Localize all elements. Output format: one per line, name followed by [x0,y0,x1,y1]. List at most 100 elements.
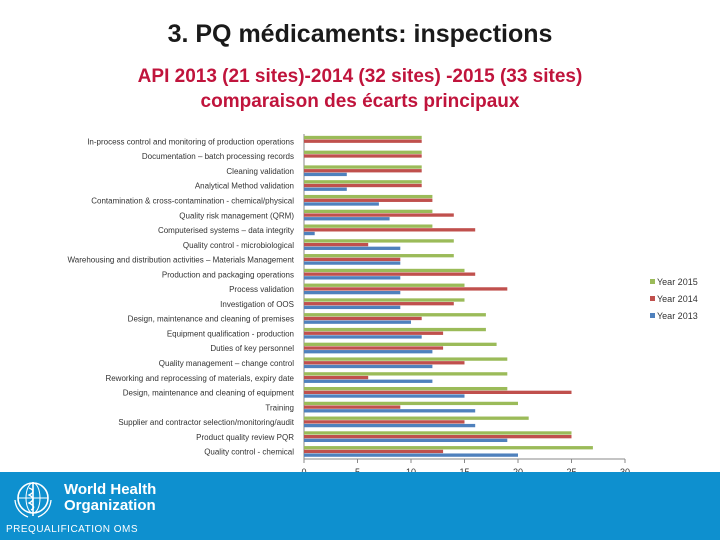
x-tick-label: 0 [301,467,306,474]
category-label: Supplier and contractor selection/monito… [118,418,294,427]
bar-year-2015 [304,224,433,228]
bar-year-2015 [304,209,433,214]
bar-year-2015 [304,446,593,450]
legend-swatch [650,279,655,284]
category-label: Warehousing and distribution activities … [68,256,295,265]
bar-year-2015 [304,150,422,154]
bar-year-2015 [304,431,572,435]
x-tick-label: 25 [566,467,576,474]
bar-year-2014 [304,449,444,454]
category-label: Analytical Method validation [195,182,294,191]
bar-year-2014 [304,257,401,262]
page-title: 3. PQ médicaments: inspections [167,20,553,48]
bar-year-2015 [304,298,465,302]
bar-year-2015 [304,401,518,406]
legend-label: Year 2015 [657,277,698,287]
bar-year-2015 [304,268,465,273]
bar-year-2015 [304,372,508,376]
x-tick-label: 5 [355,467,360,474]
bar-year-2014 [304,242,369,247]
category-label: Production and packaging operations [162,270,294,279]
bar-year-2015 [304,194,433,199]
bar-year-2013 [304,246,401,250]
bar-year-2015 [304,327,486,332]
bar-year-2015 [304,165,422,169]
bar-year-2014 [304,198,433,202]
category-label: Computerised systems – data integrity [158,226,294,235]
who-logo-text: World Health Organization [64,482,156,514]
bar-year-2015 [304,239,454,243]
x-tick-label: 30 [620,467,630,474]
bar-year-2014 [304,361,465,365]
category-label: Cleaning validation [226,167,294,176]
subtitle-line-2: comparaison des écarts principaux [200,91,520,112]
bar-year-2013 [304,453,518,457]
category-label: Process validation [229,285,294,294]
category-label: In-process control and monitoring of pro… [87,137,294,146]
bar-year-2013 [304,438,508,443]
bar-year-2014 [304,390,572,394]
bar-year-2013 [304,231,315,236]
who-emblem-icon [14,482,52,518]
bar-year-2013 [304,172,347,177]
bar-year-2013 [304,276,401,280]
bar-year-2014 [304,434,572,439]
bar-year-2014 [304,228,476,232]
legend-label: Year 2013 [657,311,698,321]
bar-year-2015 [304,254,454,258]
bar-year-2014 [304,331,444,335]
bar-year-2015 [304,357,508,361]
bar-year-2013 [304,364,433,369]
bar-year-2014 [304,375,369,380]
bar-year-2015 [304,313,486,317]
bar-year-2014 [304,183,422,188]
bar-year-2015 [304,342,497,346]
subtitle-line-1: API 2013 (21 sites)-2014 (32 sites) -201… [137,66,583,87]
chart-subtitle: API 2013 (21 sites)-2014 (32 sites) -201… [0,64,720,114]
bar-year-2013 [304,305,401,310]
bar-year-2013 [304,217,390,221]
category-label: Quality control - microbiological [183,241,294,250]
bar-year-2015 [304,283,465,287]
bar-year-2013 [304,335,422,339]
x-tick-label: 15 [459,467,469,474]
bar-year-2014 [304,169,422,173]
x-tick-label: 20 [513,467,523,474]
category-label: Design, maintenance and cleaning of prem… [128,315,294,324]
x-tick-label: 10 [406,467,416,474]
bar-chart: 0 5 10 15 20 25 30 In-process control and monit… [68,134,698,474]
category-label: Documentation – batch processing records [142,152,294,161]
bar-year-2015 [304,416,529,420]
bar-year-2014 [304,213,454,217]
bar-year-2014 [304,420,465,424]
category-label: Equipment qualification - production [167,329,294,338]
bar-year-2013 [304,394,465,398]
bar-year-2014 [304,302,454,306]
bar-year-2014 [304,316,422,321]
footer-banner: World Health Organization PREQUALIFICATI… [0,472,720,540]
bar-year-2014 [304,139,422,143]
category-label: Reworking and reprocessing of materials,… [105,374,294,383]
category-label: Quality risk management (QRM) [179,211,294,220]
category-label: Design, maintenance and cleaning of equi… [123,389,295,398]
org-name-line-1: World Health [64,481,157,498]
legend-label: Year 2014 [657,294,698,304]
category-label: Contamination & cross-contamination - ch… [91,196,294,205]
bar-year-2014 [304,272,476,276]
bar-year-2015 [304,386,508,391]
org-name-line-2: Organization [64,497,156,514]
bar-year-2013 [304,423,476,428]
category-label: Quality management – change control [159,359,294,368]
bar-year-2015 [304,135,422,140]
category-label: Product quality review PQR [196,433,294,442]
program-label: PREQUALIFICATION OMS [6,524,139,535]
legend-swatch [650,313,655,318]
bar-year-2013 [304,290,401,295]
bar-year-2013 [304,320,411,324]
legend-swatch [650,296,655,301]
bar-year-2013 [304,379,433,383]
category-label: Investigation of OOS [220,300,294,309]
bar-year-2013 [304,350,433,354]
category-label: Quality control - chemical [204,448,294,457]
bar-year-2014 [304,287,508,291]
